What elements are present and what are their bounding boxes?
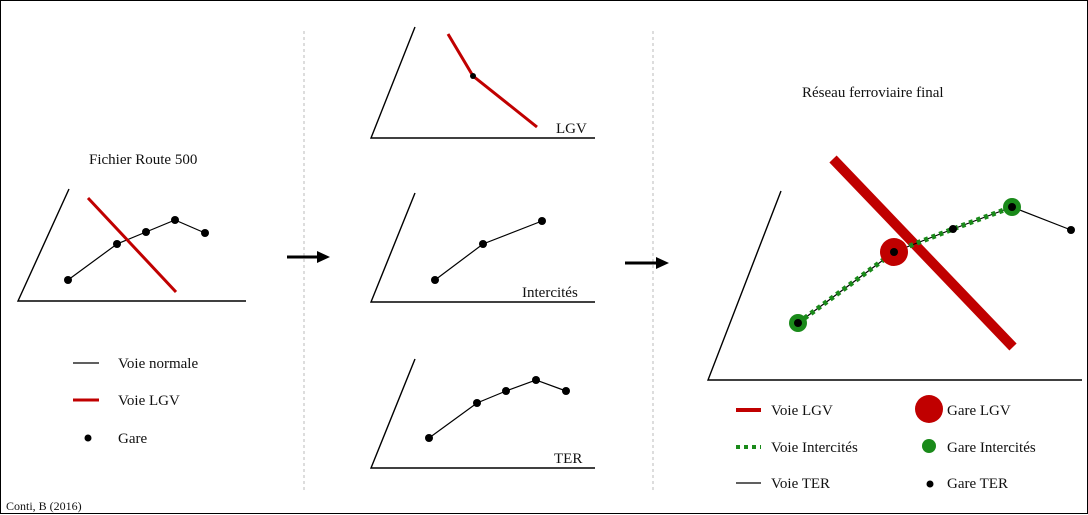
source-axes bbox=[16, 188, 246, 302]
source-legend: Voie normale Voie LGV Gare bbox=[73, 356, 198, 447]
final-title: Réseau ferroviaire final bbox=[802, 85, 944, 101]
final-legend: Voie LGV Voie Intercités Voie TER Gare L… bbox=[736, 395, 1036, 492]
legend-gare-ter-label: Gare TER bbox=[947, 476, 1008, 492]
legend-gare-lgv-label: Gare LGV bbox=[947, 403, 1011, 419]
legend-gare-intercites-swatch bbox=[922, 439, 936, 453]
lgv-mini-station bbox=[470, 73, 476, 79]
legend-gare-lgv-swatch bbox=[915, 395, 943, 423]
lgv-mini-line bbox=[446, 33, 538, 129]
arrow-right-icon bbox=[625, 257, 669, 269]
final-gare-ter-dots bbox=[794, 203, 1075, 327]
legend-gare-ter-swatch bbox=[926, 480, 934, 488]
legend-station-swatch bbox=[84, 434, 92, 442]
legend-gare-intercites-label: Gare Intercités bbox=[947, 440, 1036, 456]
legend-voie-intercites-label: Voie Intercités bbox=[771, 440, 858, 456]
intercites-mini-line bbox=[434, 220, 543, 281]
source-stations bbox=[64, 216, 209, 284]
final-lgv-line bbox=[829, 155, 1017, 351]
ter-mini-stations bbox=[425, 376, 570, 442]
final-axes bbox=[706, 190, 1082, 381]
legend-voie-lgv-label: Voie LGV bbox=[771, 403, 833, 419]
intercites-mini-stations bbox=[431, 217, 546, 284]
arrow-right-icon bbox=[287, 251, 330, 263]
intercites-label: Intercités bbox=[522, 285, 578, 301]
intercites-mini-axes bbox=[369, 192, 595, 303]
credit-text: Conti, B (2016) bbox=[6, 499, 82, 513]
final-intercites-dots bbox=[796, 204, 1013, 326]
source-lgv-line bbox=[86, 196, 178, 294]
lgv-label: LGV bbox=[556, 121, 587, 137]
legend-lgv-label: Voie LGV bbox=[118, 393, 180, 409]
source-title: Fichier Route 500 bbox=[89, 152, 197, 168]
ter-mini-axes bbox=[369, 358, 595, 469]
legend-station-label: Gare bbox=[118, 431, 147, 447]
legend-normal-label: Voie normale bbox=[118, 356, 198, 372]
lgv-mini-axes bbox=[369, 26, 595, 139]
ter-mini-line bbox=[428, 379, 567, 439]
ter-label: TER bbox=[554, 451, 582, 467]
legend-voie-ter-label: Voie TER bbox=[771, 476, 830, 492]
final-ter-line bbox=[1011, 206, 1072, 231]
